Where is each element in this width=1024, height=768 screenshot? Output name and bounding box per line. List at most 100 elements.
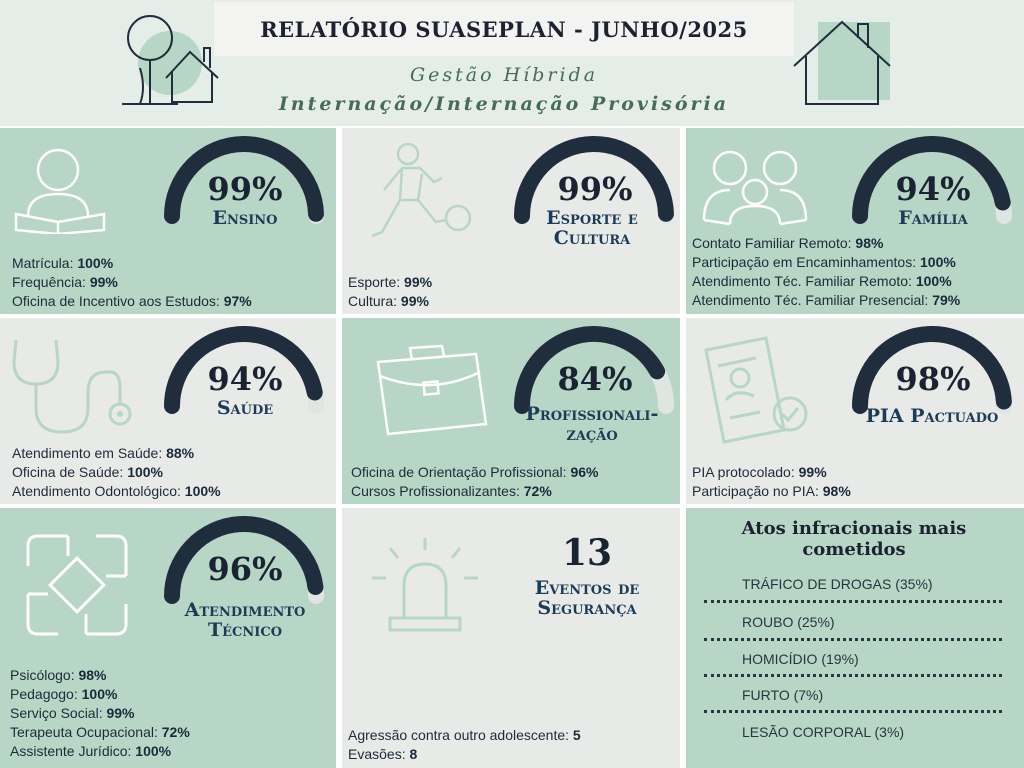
reading-person-icon: [14, 148, 106, 234]
metric-label: Oficina de Saúde:: [12, 464, 128, 480]
metric-line: Atendimento Téc. Familiar Presencial: 79…: [692, 291, 960, 310]
label-familia: Família: [898, 207, 968, 229]
metric-value: 96%: [570, 464, 599, 480]
metric-label: Esporte:: [348, 274, 405, 290]
metric-value: 79%: [932, 292, 961, 308]
tree-house-icon: [122, 15, 219, 105]
metric-line: Esporte: 99%: [348, 273, 432, 292]
pct-pia: 98%: [895, 360, 971, 398]
card-seguranca: 13 Eventos de Segurança Agressão contra …: [342, 508, 680, 768]
ato-item-homicidio: HOMICÍDIO (19%): [742, 651, 859, 667]
lines-saude: Atendimento em Saúde: 88% Oficina de Saúd…: [12, 444, 221, 501]
metric-line: Matrícula: 100%: [12, 254, 252, 273]
metric-line: Terapeuta Ocupacional: 72%: [10, 723, 190, 742]
metric-line: Assistente Jurídico: 100%: [10, 742, 190, 761]
pct-esporte: 99%: [557, 170, 633, 208]
metric-label: Participação no PIA:: [692, 483, 823, 499]
label-seguranca-1: Eventos de: [534, 577, 640, 599]
ato-item-trafico: TRÁFICO DE DROGAS (35%): [742, 576, 933, 592]
divider: [704, 710, 1002, 713]
metric-value: 5: [572, 727, 581, 743]
gauge-fill: [514, 136, 674, 224]
metric-label: Atendimento Téc. Familiar Presencial:: [692, 292, 933, 308]
lines-familia: Contato Familiar Remoto: 98% Participação…: [692, 234, 960, 310]
metric-label: Evasões:: [348, 746, 410, 762]
report-header: RELATÓRIO SUASEPLAN - JUNHO/2025 Gestão …: [0, 0, 1024, 126]
gauge-fill: [164, 326, 323, 414]
subtitle-internacao: Internação/Internação Provisória: [278, 93, 730, 115]
metric-value: 100%: [81, 686, 118, 702]
metric-label: Oficina de Orientação Profissional:: [351, 464, 571, 480]
metric-label: Atendimento Odontológico:: [12, 483, 185, 499]
card-saude: 94% Saúde Atendimento em Saúde: 88% Ofici…: [0, 318, 336, 504]
metric-line: Cultura: 99%: [348, 292, 432, 311]
label-pia: PIA Pactuado: [865, 405, 999, 427]
metric-label: PIA protocolado:: [692, 464, 799, 480]
label-esporte-2: Cultura: [553, 227, 631, 249]
gauge-esporte: [514, 136, 674, 224]
divider: [704, 600, 1002, 603]
metric-label: Agressão contra outro adolescente:: [348, 727, 573, 743]
ato-item-roubo: ROUBO (25%): [742, 614, 835, 630]
metric-line: Psicólogo: 98%: [10, 666, 190, 685]
metric-value: 99%: [89, 274, 118, 290]
lines-profissionalizacao: Oficina de Orientação Profissional: 96% C…: [351, 463, 598, 501]
lines-ensino: Matrícula: 100% Frequência: 99% Oficina de…: [12, 254, 252, 311]
pct-ensino: 99%: [207, 170, 283, 208]
gauge-fill: [514, 326, 666, 414]
card-profissionalizacao: 84% Profissionali- zação Oficina de Orie…: [342, 318, 680, 504]
metric-label: Psicólogo:: [10, 667, 79, 683]
metric-value: 100%: [184, 483, 221, 499]
gauge-pia: [852, 326, 1012, 414]
gauge-profissionalizacao: [514, 326, 674, 414]
title-box: RELATÓRIO SUASEPLAN - JUNHO/2025: [214, 2, 794, 56]
gauge-fill: [852, 326, 1012, 414]
metric-value: 97%: [223, 293, 252, 309]
family-icon: [702, 150, 808, 226]
lines-esporte: Esporte: 99% Cultura: 99%: [348, 273, 432, 311]
metric-value: 99%: [400, 293, 429, 309]
metric-label: Atendimento Téc. Familiar Remoto:: [692, 273, 916, 289]
card-esporte: 99% Esporte e Cultura Esporte: 99% Cultur…: [342, 128, 680, 314]
pct-profissionalizacao: 84%: [557, 360, 633, 398]
metric-value: 8: [409, 746, 418, 762]
briefcase-icon: [376, 344, 488, 436]
ato-item-lesao: LESÃO CORPORAL (3%): [742, 724, 905, 740]
metric-value: 100%: [920, 254, 956, 270]
pct-atendimento-tecnico: 96%: [207, 550, 283, 588]
metric-value: 100%: [135, 743, 172, 759]
metric-line: Oficina de Saúde: 100%: [12, 463, 221, 482]
metric-line: Oficina de Incentivo aos Estudos: 97%: [12, 292, 252, 311]
metric-line: Agressão contra outro adolescente: 5: [348, 726, 581, 745]
metric-value: 100%: [77, 255, 114, 271]
metric-line: Participação no PIA: 98%: [692, 482, 851, 501]
metric-label: Terapeuta Ocupacional:: [10, 724, 162, 740]
metric-line: Atendimento Téc. Familiar Remoto: 100%: [692, 272, 960, 291]
metric-line: PIA protocolado: 99%: [692, 463, 851, 482]
metric-value: 72%: [523, 483, 552, 499]
label-prof-1: Profissionali-: [525, 403, 659, 425]
metric-label: Pedagogo:: [10, 686, 82, 702]
gauge-atendimento-tecnico: [164, 516, 324, 604]
metric-line: Contato Familiar Remoto: 98%: [692, 234, 960, 253]
metric-line: Oficina de Orientação Profissional: 96%: [351, 463, 598, 482]
metric-value: 98%: [78, 667, 107, 683]
lines-pia: PIA protocolado: 99% Participação no PIA:…: [692, 463, 851, 501]
label-seguranca-2: Segurança: [537, 597, 637, 619]
metric-label: Matrícula:: [12, 255, 78, 271]
metric-label: Cursos Profissionalizantes:: [351, 483, 524, 499]
gauge-saude: [164, 326, 324, 414]
siren-icon: [372, 538, 478, 632]
divider: [704, 674, 1002, 677]
gauge-familia: [852, 136, 1012, 224]
label-esporte-1: Esporte e: [546, 207, 638, 229]
metric-line: Atendimento Odontológico: 100%: [12, 482, 221, 501]
metric-line: Serviço Social: 99%: [10, 704, 190, 723]
card-familia: 94% Família Contato Familiar Remoto: 98%…: [686, 128, 1024, 314]
metric-value: 100%: [915, 273, 952, 289]
card-atendimento-tecnico: 96% Atendimento Técnico Psicólogo: 98% Pe…: [0, 508, 336, 768]
label-tecnico-1: Atendimento: [184, 599, 306, 621]
metric-label: Oficina de Incentivo aos Estudos:: [12, 293, 224, 309]
document-approved-icon: [704, 336, 808, 444]
metric-value: 72%: [161, 724, 190, 740]
